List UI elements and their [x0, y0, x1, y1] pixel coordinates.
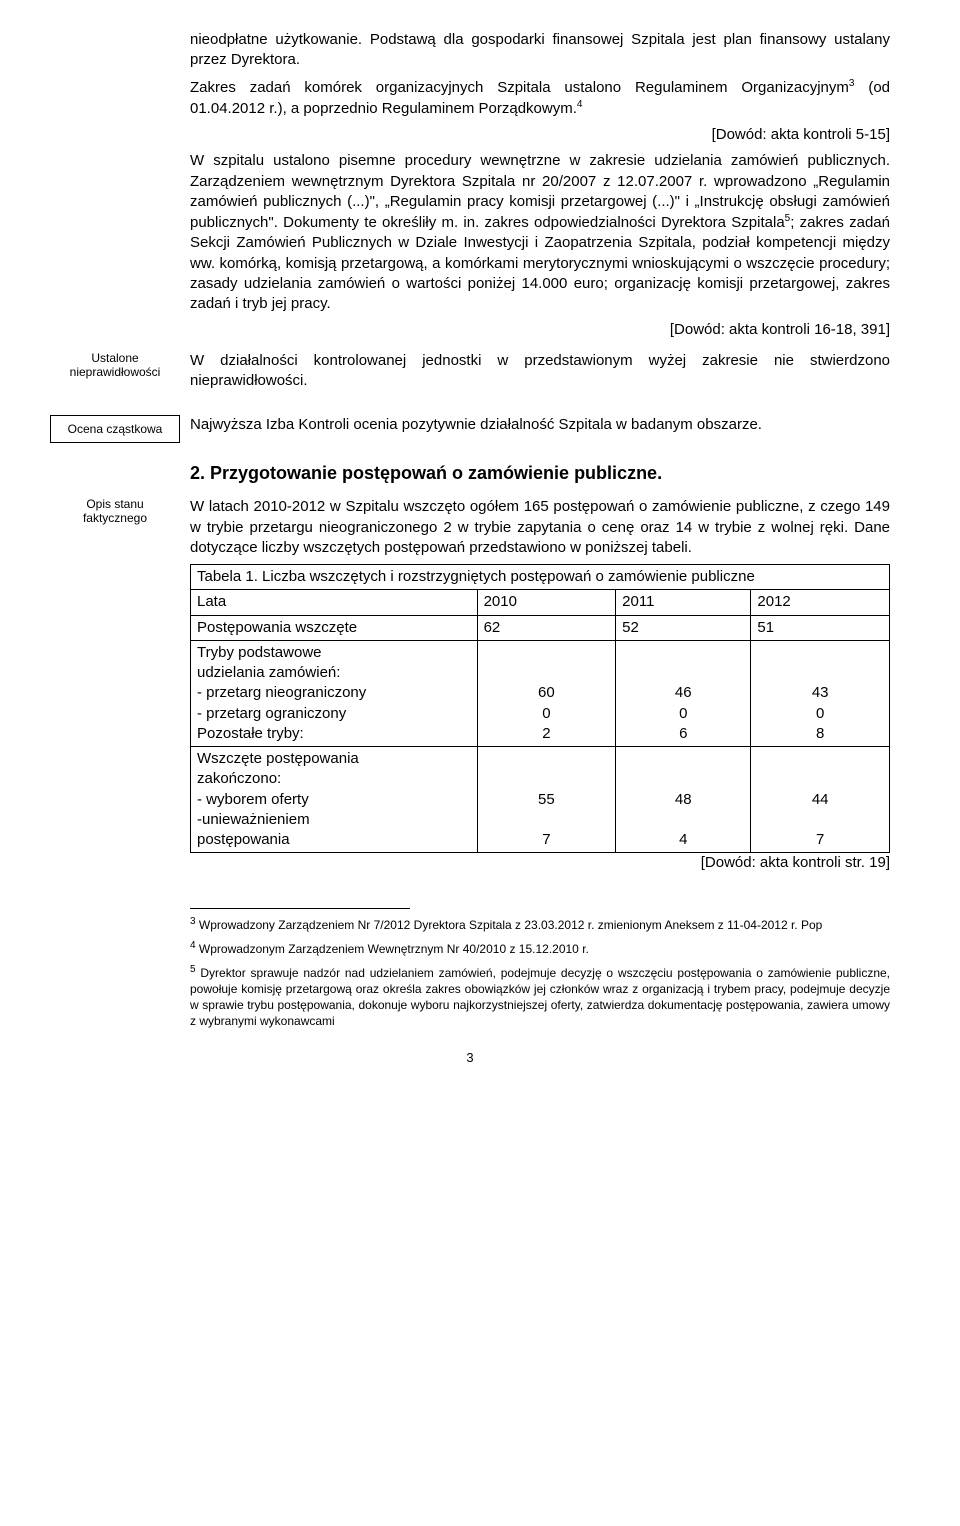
- t-r4-l2: - wyborem oferty: [197, 790, 471, 810]
- table-row-tryby: Tryby podstawowe udzielania zamówień: - …: [191, 640, 890, 746]
- t-r2-c3: 51: [751, 615, 890, 640]
- t-r3-c2a: 46: [622, 683, 744, 703]
- cite1: [Dowód: akta kontroli 5-15]: [190, 125, 890, 145]
- content-intro: nieodpłatne użytkowanie. Podstawą dla go…: [190, 30, 890, 347]
- t-r1-c1: 2010: [477, 590, 616, 615]
- t-r4-l0: Wszczęte postępowania: [197, 749, 471, 769]
- para1: nieodpłatne użytkowanie. Podstawą dla go…: [190, 30, 890, 71]
- row-ocena: Ocena cząstkowa Najwyższa Izba Kontroli …: [50, 415, 890, 443]
- t-r3-l2: - przetarg nieograniczony: [197, 683, 471, 703]
- side-ocena: Ocena cząstkowa: [68, 422, 163, 436]
- content-ocena: Najwyższa Izba Kontroli ocenia pozytywni…: [190, 415, 890, 441]
- para2: Zakres zadań komórek organizacyjnych Szp…: [190, 77, 890, 120]
- t-r4-l3: -unieważnieniem: [197, 810, 471, 830]
- para5: Najwyższa Izba Kontroli ocenia pozytywni…: [190, 415, 890, 435]
- sidebar-ocena: Ocena cząstkowa: [50, 415, 180, 443]
- t-r4-l1: zakończono:: [197, 769, 471, 789]
- t-r3-c2c: 6: [622, 724, 744, 744]
- fn3-text: Wprowadzony Zarządzeniem Nr 7/2012 Dyrek…: [196, 918, 823, 932]
- row-heading: 2. Przygotowanie postępowań o zamówienie…: [50, 447, 890, 493]
- t-r3-c0: Tryby podstawowe udzielania zamówień: - …: [191, 640, 478, 746]
- para6: W latach 2010-2012 w Szpitalu wszczęto o…: [190, 497, 890, 558]
- table-row-years: Lata 2010 2011 2012: [191, 590, 890, 615]
- t-r3-c1: 60 0 2: [477, 640, 616, 746]
- footnote-5: 5 Dyrektor sprawuje nadzór nad udzielani…: [190, 963, 890, 1030]
- table-row-wszczete: Postępowania wszczęte 62 52 51: [191, 615, 890, 640]
- t-r2-c1: 62: [477, 615, 616, 640]
- fn4-text: Wprowadzonym Zarządzeniem Wewnętrznym Nr…: [196, 942, 589, 956]
- t-r4-c0: Wszczęte postępowania zakończono: - wybo…: [191, 747, 478, 853]
- para3: W szpitalu ustalono pisemne procedury we…: [190, 151, 890, 314]
- t-r4-c1: 55 7: [477, 747, 616, 853]
- side-opis-2: faktycznego: [50, 511, 180, 525]
- t-r3-l1: udzielania zamówień:: [197, 663, 471, 683]
- row-intro: nieodpłatne użytkowanie. Podstawą dla go…: [50, 30, 890, 347]
- t-r4-c3b: 7: [757, 830, 883, 850]
- t-r3-c3c: 8: [757, 724, 883, 744]
- footnote-3: 3 Wprowadzony Zarządzeniem Nr 7/2012 Dyr…: [190, 915, 890, 933]
- t-r2-c0: Postępowania wszczęte: [191, 615, 478, 640]
- t-r1-c3: 2012: [751, 590, 890, 615]
- table-row-zakonczono: Wszczęte postępowania zakończono: - wybo…: [191, 747, 890, 853]
- table-1: Tabela 1. Liczba wszczętych i rozstrzygn…: [190, 564, 890, 853]
- t-r4-c1b: 7: [484, 830, 610, 850]
- t-r4-c2a: 48: [622, 790, 744, 810]
- footnotes: 3 Wprowadzony Zarządzeniem Nr 7/2012 Dyr…: [190, 915, 890, 1030]
- t-r3-c3b: 0: [757, 704, 883, 724]
- t-r4-l4: postępowania: [197, 830, 471, 850]
- footnote-rule: [190, 908, 410, 909]
- t-r3-c1b: 0: [484, 704, 610, 724]
- fn5-text: Dyrektor sprawuje nadzór nad udzielaniem…: [190, 966, 890, 1029]
- t-r4-c2: 48 4: [616, 747, 751, 853]
- para4: W działalności kontrolowanej jednostki w…: [190, 351, 890, 392]
- side-ustalone-1: Ustalone: [50, 351, 180, 365]
- side-ustalone-2: nieprawidłowości: [50, 365, 180, 379]
- table-caption-row: Tabela 1. Liczba wszczętych i rozstrzygn…: [191, 565, 890, 590]
- footref-4: 4: [577, 99, 583, 110]
- t-r3-c3: 43 0 8: [751, 640, 890, 746]
- t-r3-l0: Tryby podstawowe: [197, 643, 471, 663]
- cite3: [Dowód: akta kontroli str. 19]: [190, 853, 890, 873]
- spacer-1: [50, 401, 890, 415]
- footnote-4: 4 Wprowadzonym Zarządzeniem Wewnętrznym …: [190, 939, 890, 957]
- t-r3-l4: Pozostałe tryby:: [197, 724, 471, 744]
- table-caption: Tabela 1. Liczba wszczętych i rozstrzygn…: [191, 565, 890, 590]
- row-ustalone: Ustalone nieprawidłowości W działalności…: [50, 351, 890, 398]
- t-r4-c1a: 55: [484, 790, 610, 810]
- sidebar-opis: Opis stanu faktycznego: [50, 497, 190, 525]
- t-r3-c1c: 2: [484, 724, 610, 744]
- t-r4-c3: 44 7: [751, 747, 890, 853]
- t-r4-c2b: 4: [622, 830, 744, 850]
- heading-2: 2. Przygotowanie postępowań o zamówienie…: [190, 461, 890, 485]
- side-opis-1: Opis stanu: [50, 497, 180, 511]
- t-r4-c3a: 44: [757, 790, 883, 810]
- t-r3-c3a: 43: [757, 683, 883, 703]
- content-opis: W latach 2010-2012 w Szpitalu wszczęto o…: [190, 497, 890, 879]
- t-r3-c2: 46 0 6: [616, 640, 751, 746]
- t-r2-c2: 52: [616, 615, 751, 640]
- row-opis: Opis stanu faktycznego W latach 2010-201…: [50, 497, 890, 879]
- t-r1-c0: Lata: [191, 590, 478, 615]
- content-ustalone: W działalności kontrolowanej jednostki w…: [190, 351, 890, 398]
- sidebar-ustalone: Ustalone nieprawidłowości: [50, 351, 190, 379]
- cite2: [Dowód: akta kontroli 16-18, 391]: [190, 320, 890, 340]
- content-heading: 2. Przygotowanie postępowań o zamówienie…: [190, 447, 890, 493]
- para2-a: Zakres zadań komórek organizacyjnych Szp…: [190, 79, 849, 96]
- t-r3-l3: - przetarg ograniczony: [197, 704, 471, 724]
- t-r3-c2b: 0: [622, 704, 744, 724]
- t-r3-c1a: 60: [484, 683, 610, 703]
- page: nieodpłatne użytkowanie. Podstawą dla go…: [0, 0, 960, 1085]
- t-r1-c2: 2011: [616, 590, 751, 615]
- page-number: 3: [50, 1050, 890, 1065]
